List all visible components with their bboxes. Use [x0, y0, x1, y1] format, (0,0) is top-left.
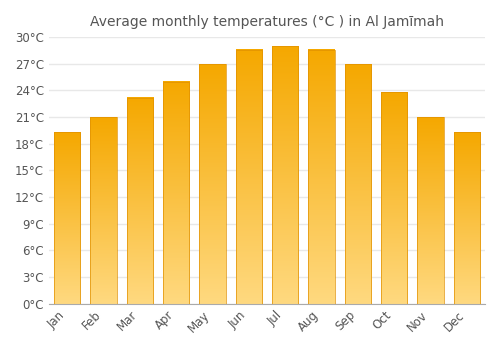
Bar [418, 117, 444, 304]
Bar [163, 82, 189, 304]
Bar [126, 98, 153, 304]
Bar [454, 132, 480, 304]
Bar [344, 64, 371, 304]
Bar [308, 50, 334, 304]
Bar [90, 117, 117, 304]
Title: Average monthly temperatures (°C ) in Al Jamīmah: Average monthly temperatures (°C ) in Al… [90, 15, 444, 29]
Bar [236, 50, 262, 304]
Bar [272, 46, 298, 304]
Bar [200, 64, 226, 304]
Bar [381, 92, 407, 304]
Bar [54, 132, 80, 304]
